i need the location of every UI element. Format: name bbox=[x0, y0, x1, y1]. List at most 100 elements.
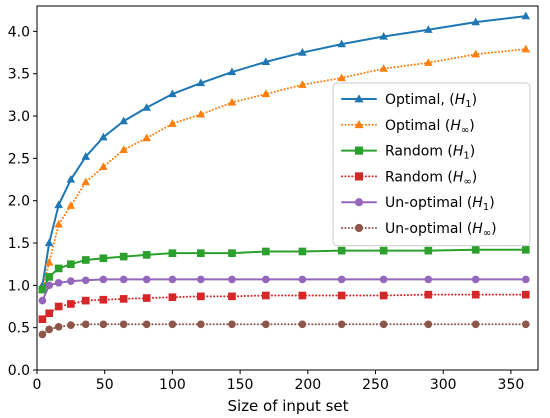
data-point bbox=[379, 64, 388, 72]
data-point bbox=[142, 133, 151, 142]
legend-marker bbox=[354, 94, 364, 103]
data-point bbox=[66, 175, 76, 183]
data-point bbox=[54, 200, 63, 209]
data-point bbox=[424, 246, 433, 255]
data-point bbox=[45, 273, 54, 281]
x-tick-label: 50 bbox=[96, 377, 114, 393]
data-point bbox=[228, 275, 236, 284]
data-point bbox=[424, 58, 433, 66]
data-point bbox=[298, 275, 307, 284]
data-point bbox=[45, 325, 54, 334]
legend-label: Optimal (H∞) bbox=[385, 118, 475, 136]
data-point bbox=[228, 292, 236, 301]
data-point bbox=[424, 290, 433, 299]
series-4 bbox=[38, 275, 530, 305]
data-point bbox=[521, 275, 530, 284]
legend-marker bbox=[354, 198, 364, 207]
data-point bbox=[521, 44, 531, 53]
series-0 bbox=[38, 11, 531, 289]
data-point bbox=[44, 257, 54, 266]
data-point bbox=[227, 67, 237, 76]
legend-label: Un-optimal (H1) bbox=[385, 195, 495, 213]
data-point bbox=[424, 25, 433, 33]
data-point bbox=[227, 98, 237, 106]
data-point bbox=[471, 275, 480, 284]
series-line-4 bbox=[41, 278, 527, 302]
data-point bbox=[38, 296, 47, 305]
x-axis-title: Size of input set bbox=[227, 397, 348, 415]
data-point bbox=[54, 278, 63, 287]
data-point bbox=[379, 275, 388, 284]
data-point bbox=[67, 277, 75, 285]
data-point bbox=[337, 320, 346, 329]
series-5 bbox=[38, 320, 530, 339]
data-point bbox=[142, 275, 151, 284]
legend-label: Random (H∞) bbox=[385, 169, 477, 187]
data-point bbox=[168, 249, 177, 258]
data-point bbox=[337, 39, 346, 48]
data-point bbox=[81, 152, 91, 160]
data-point bbox=[99, 320, 108, 329]
legend-marker bbox=[354, 172, 364, 181]
legend: Optimal, (H1) Optimal (H∞) Random (H1) Rand… bbox=[332, 82, 531, 247]
data-point bbox=[168, 119, 177, 127]
series-line-2 bbox=[41, 248, 527, 291]
legend-marker bbox=[354, 120, 364, 129]
legend-label: Optimal, (H1) bbox=[385, 92, 477, 110]
data-point bbox=[119, 252, 128, 261]
x-tick-label: 200 bbox=[294, 377, 321, 393]
data-point bbox=[45, 309, 54, 318]
data-point bbox=[119, 275, 128, 284]
data-point bbox=[99, 295, 108, 304]
data-point bbox=[168, 320, 177, 329]
data-point bbox=[45, 281, 54, 290]
data-point bbox=[337, 246, 346, 255]
data-point bbox=[168, 89, 177, 98]
data-point bbox=[379, 320, 388, 329]
legend-entry-1: Optimal (H∞) bbox=[341, 118, 475, 136]
legend-marker bbox=[354, 146, 364, 155]
legend-label: Un-optimal (H∞) bbox=[385, 221, 497, 239]
data-point bbox=[298, 291, 307, 300]
data-point bbox=[142, 320, 151, 329]
y-tick-label: 0.5 bbox=[8, 321, 30, 337]
data-point bbox=[197, 320, 205, 329]
data-point bbox=[168, 293, 177, 302]
data-point bbox=[196, 78, 206, 87]
data-point bbox=[228, 249, 236, 258]
data-point bbox=[337, 291, 346, 300]
series-line-0 bbox=[41, 15, 527, 287]
x-tick-label: 300 bbox=[430, 377, 457, 393]
x-tick-label: 350 bbox=[498, 377, 525, 393]
data-point bbox=[262, 320, 270, 329]
y-tick-label: 2.5 bbox=[8, 151, 30, 167]
data-point bbox=[521, 290, 530, 299]
data-point bbox=[521, 11, 531, 20]
data-point bbox=[81, 296, 90, 305]
data-point bbox=[54, 323, 63, 331]
y-tick-label: 1.5 bbox=[8, 236, 30, 252]
y-tick-label: 4.0 bbox=[8, 24, 30, 40]
data-point bbox=[337, 73, 346, 82]
data-point bbox=[379, 291, 388, 300]
data-point bbox=[142, 103, 151, 111]
y-tick-label: 0.0 bbox=[8, 363, 30, 379]
legend-entry-0: Optimal, (H1) bbox=[341, 92, 477, 110]
data-point bbox=[54, 264, 63, 273]
data-point bbox=[379, 31, 388, 40]
data-point bbox=[38, 285, 47, 294]
data-point bbox=[471, 320, 480, 329]
data-point bbox=[67, 260, 75, 269]
y-tick-label: 3.5 bbox=[8, 67, 30, 83]
data-point bbox=[119, 320, 128, 329]
legend-entry-3: Random (H∞) bbox=[341, 169, 477, 187]
data-point bbox=[81, 320, 90, 329]
data-point bbox=[424, 275, 433, 284]
data-point bbox=[471, 290, 480, 299]
series-2 bbox=[38, 245, 530, 294]
data-point bbox=[99, 132, 108, 141]
data-point bbox=[81, 177, 91, 186]
x-tick-label: 100 bbox=[159, 377, 186, 393]
y-tick-label: 2.0 bbox=[8, 194, 30, 210]
